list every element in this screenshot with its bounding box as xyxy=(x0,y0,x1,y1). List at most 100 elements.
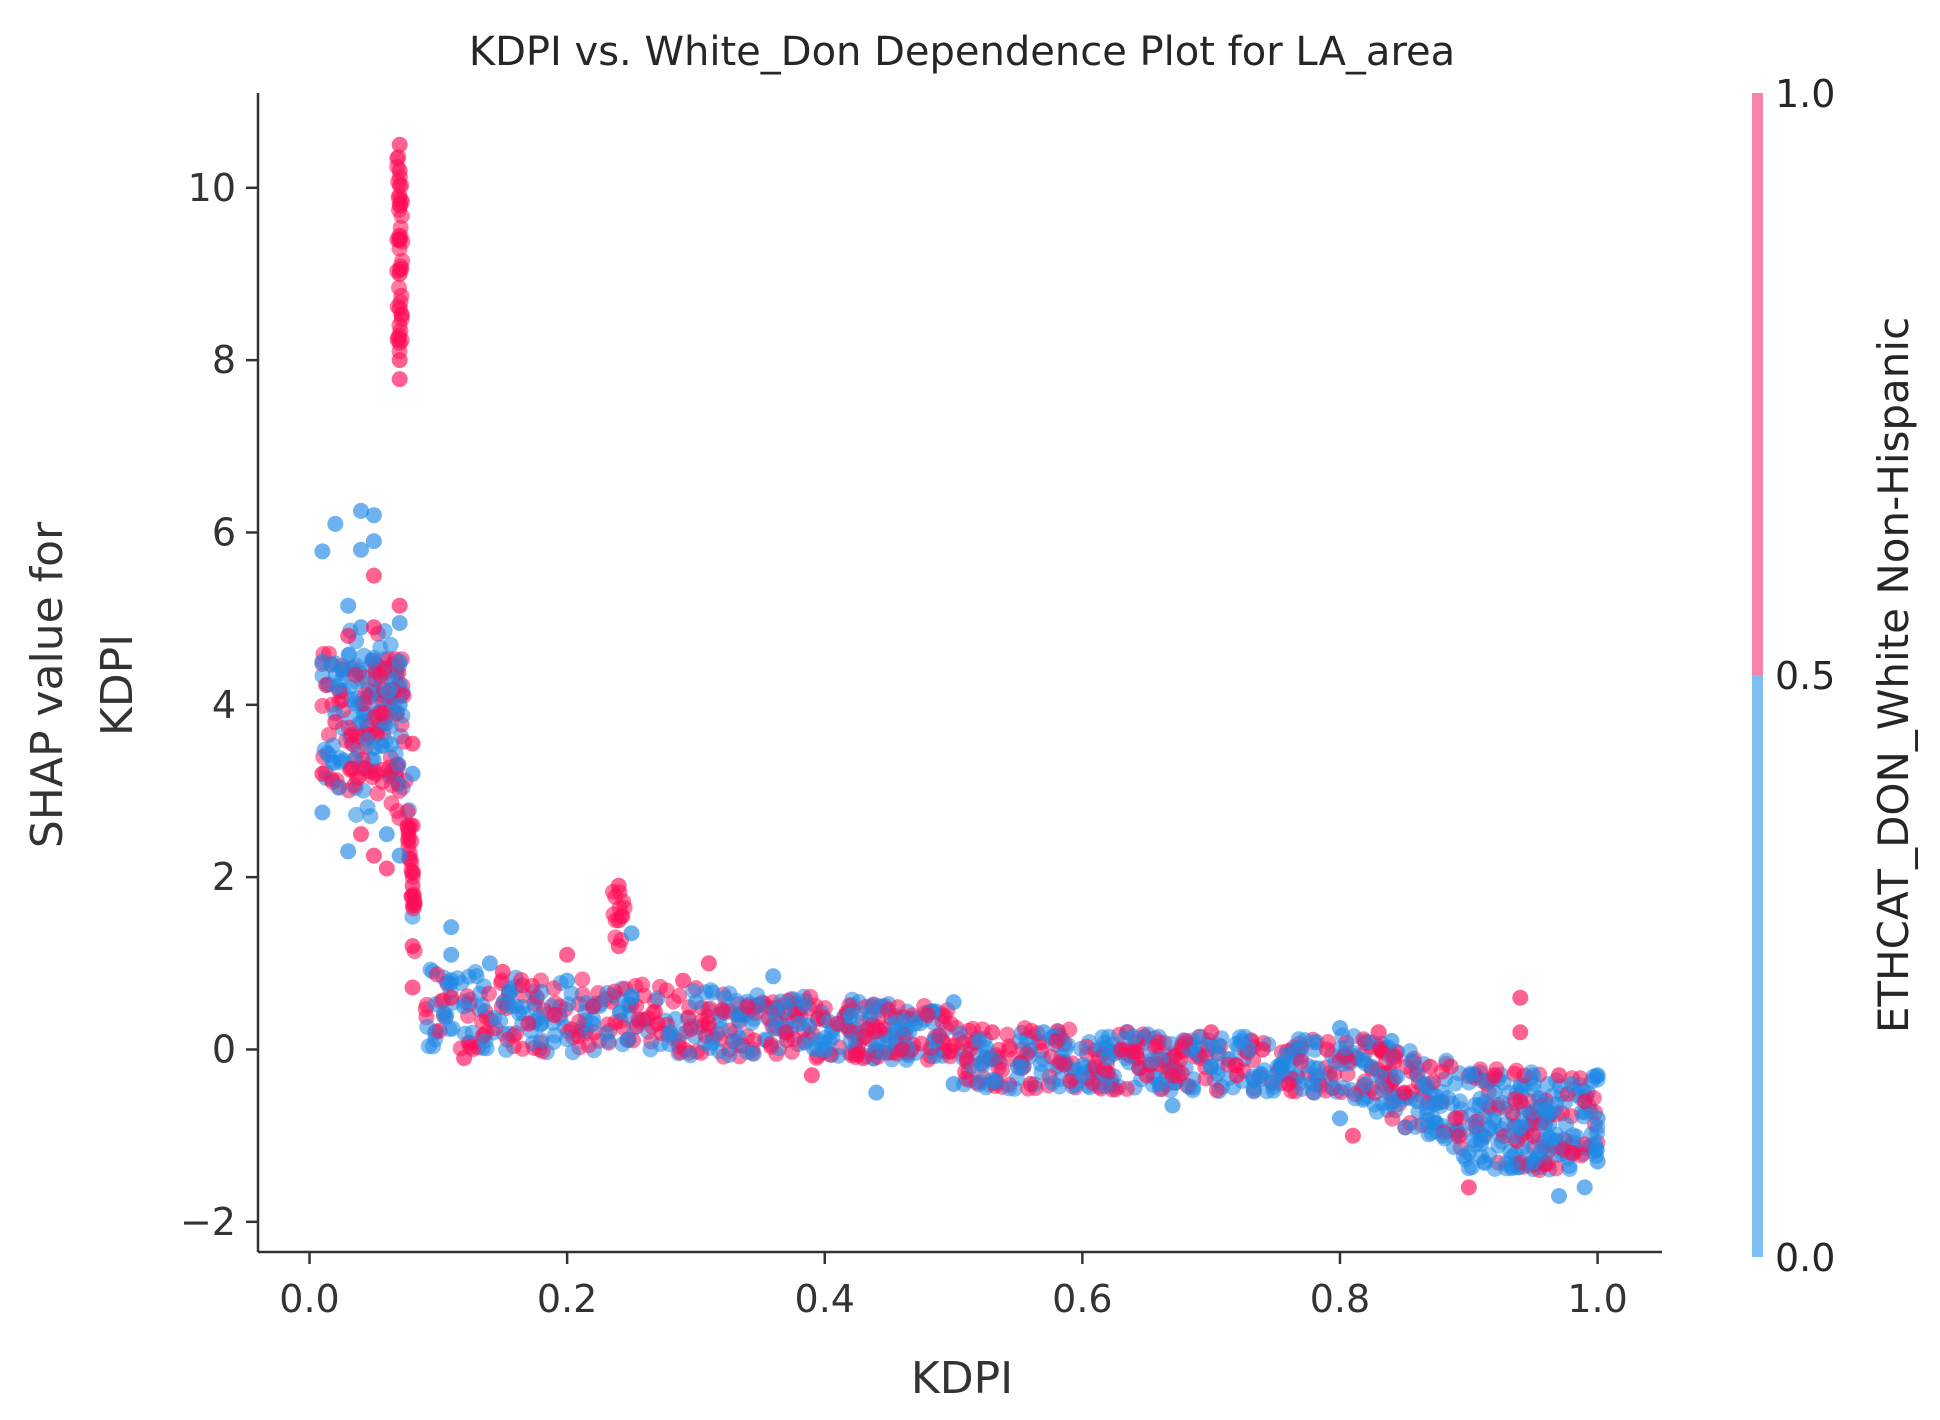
scatter-point xyxy=(533,1015,550,1032)
density-dot xyxy=(1523,1064,1540,1081)
density-dot xyxy=(1293,1080,1310,1097)
scatter-point xyxy=(391,197,408,213)
scatter-point xyxy=(919,1007,936,1023)
density-dot xyxy=(1417,1077,1434,1094)
density-dot xyxy=(1118,1080,1135,1097)
density-dot xyxy=(356,760,373,776)
scatter-point xyxy=(1460,1144,1477,1161)
density-dot xyxy=(1462,1065,1479,1082)
density-dot xyxy=(743,1014,760,1031)
scatter-point xyxy=(314,543,331,560)
scatter-point xyxy=(507,998,524,1015)
scatter-point xyxy=(378,860,395,877)
density-dot xyxy=(1403,1053,1420,1070)
density-dot xyxy=(348,806,365,823)
density-dot xyxy=(1504,1104,1521,1121)
scatter-point xyxy=(443,946,460,963)
density-dot xyxy=(501,980,518,997)
density-dot xyxy=(796,997,813,1013)
density-dot xyxy=(1504,1158,1521,1175)
density-dot xyxy=(1228,1035,1245,1052)
scatter-point xyxy=(1512,989,1529,1006)
scatter-point xyxy=(1538,1101,1555,1118)
density-dot xyxy=(1044,1074,1061,1091)
scatter-point xyxy=(1525,1127,1542,1144)
density-dot xyxy=(1335,1079,1352,1096)
scatter-point xyxy=(1576,1179,1593,1196)
density-dot xyxy=(762,1036,779,1053)
scatter-point xyxy=(623,989,640,1006)
density-dot xyxy=(778,1001,795,1018)
density-dot xyxy=(390,756,407,773)
density-dot xyxy=(570,1028,587,1045)
density-dot xyxy=(399,803,416,820)
density-dot xyxy=(978,1044,995,1061)
density-dot xyxy=(1420,1118,1437,1135)
density-dot xyxy=(1181,1078,1198,1095)
density-dot xyxy=(1587,1136,1603,1153)
density-dot xyxy=(514,977,531,994)
colorbar-low-segment xyxy=(1752,675,1763,1257)
density-dot xyxy=(658,982,675,999)
density-dot xyxy=(1558,1116,1575,1133)
scatter-point xyxy=(1486,1084,1503,1101)
scatter-point xyxy=(314,804,331,821)
density-dot xyxy=(382,636,399,653)
density-dot xyxy=(514,1040,531,1057)
scatter-point xyxy=(1486,1067,1503,1084)
density-dot xyxy=(341,719,357,736)
scatter-point xyxy=(945,1076,962,1092)
scatter-point xyxy=(906,1015,923,1032)
scatter-point xyxy=(404,765,421,782)
density-dot xyxy=(474,1013,490,1030)
density-dot xyxy=(1434,1084,1451,1101)
density-dot xyxy=(964,1020,981,1037)
density-dot xyxy=(1548,1160,1564,1177)
scatter-point xyxy=(391,352,408,369)
scatter-point xyxy=(584,998,601,1015)
density-dot xyxy=(1374,1081,1391,1098)
scatter-point xyxy=(1022,1076,1039,1092)
density-dot xyxy=(682,1047,699,1064)
scatter-point xyxy=(481,955,498,972)
density-dot xyxy=(1244,1068,1261,1085)
scatter-point xyxy=(391,653,408,670)
scatter-point xyxy=(1460,1179,1477,1196)
density-dot xyxy=(1472,1090,1489,1107)
density-dot xyxy=(1128,1044,1145,1061)
density-dot xyxy=(817,1029,834,1046)
scatter-point xyxy=(314,653,331,670)
scatter-point xyxy=(365,739,382,756)
density-dot xyxy=(1472,1132,1489,1149)
scatter-point xyxy=(958,1050,975,1067)
density-dot xyxy=(1056,1056,1073,1073)
density-dot xyxy=(749,987,766,1004)
density-dot xyxy=(574,971,591,988)
density-dot xyxy=(988,1073,1005,1090)
scatter-point xyxy=(610,938,627,955)
scatter-point xyxy=(1306,1084,1323,1101)
scatter-point xyxy=(894,1041,910,1058)
density-dot xyxy=(546,1027,563,1044)
density-dot xyxy=(704,1034,721,1051)
scatter-point xyxy=(1203,1058,1220,1075)
scatter-point xyxy=(700,1015,717,1032)
density-dot xyxy=(1576,1104,1593,1121)
density-dot xyxy=(1062,1073,1079,1089)
scatter-point xyxy=(1100,1050,1117,1067)
scatter-point xyxy=(327,515,344,532)
density-dot xyxy=(862,1005,879,1022)
density-dot xyxy=(972,1073,989,1090)
scatter-point xyxy=(791,1015,807,1032)
density-dot xyxy=(954,1035,971,1051)
scatter-point xyxy=(1113,1041,1129,1058)
density-dot xyxy=(867,1018,884,1034)
density-dot xyxy=(1486,1114,1502,1131)
density-dot xyxy=(379,683,396,700)
scatter-point xyxy=(1396,1084,1413,1101)
density-dot xyxy=(600,1033,617,1050)
scatter-point xyxy=(365,619,382,636)
scatter-point xyxy=(404,979,421,996)
density-dot xyxy=(913,1035,930,1052)
